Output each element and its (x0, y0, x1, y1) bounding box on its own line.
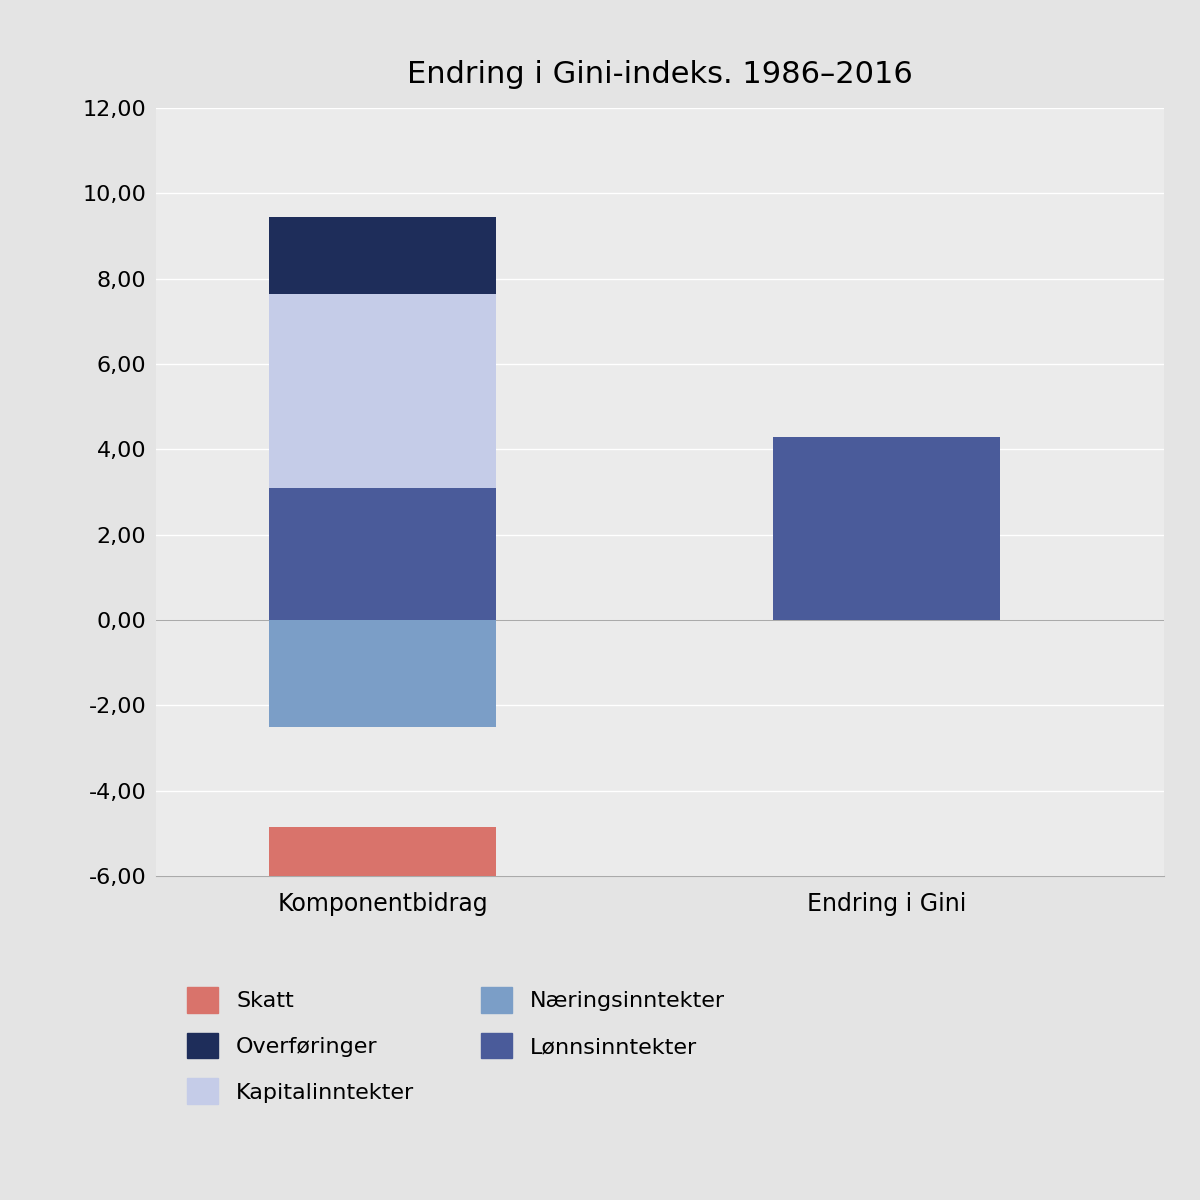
Legend: Skatt, Overføringer, Kapitalinntekter, Næringsinntekter, Lønnsinntekter: Skatt, Overføringer, Kapitalinntekter, N… (187, 986, 725, 1104)
Bar (270, 294, 497, 487)
Bar (774, 437, 1001, 620)
Title: Endring i Gini-indeks. 1986–2016: Endring i Gini-indeks. 1986–2016 (407, 60, 913, 89)
Bar (270, 217, 497, 294)
Bar (270, 827, 497, 928)
Bar (270, 487, 497, 620)
Bar (270, 620, 497, 727)
